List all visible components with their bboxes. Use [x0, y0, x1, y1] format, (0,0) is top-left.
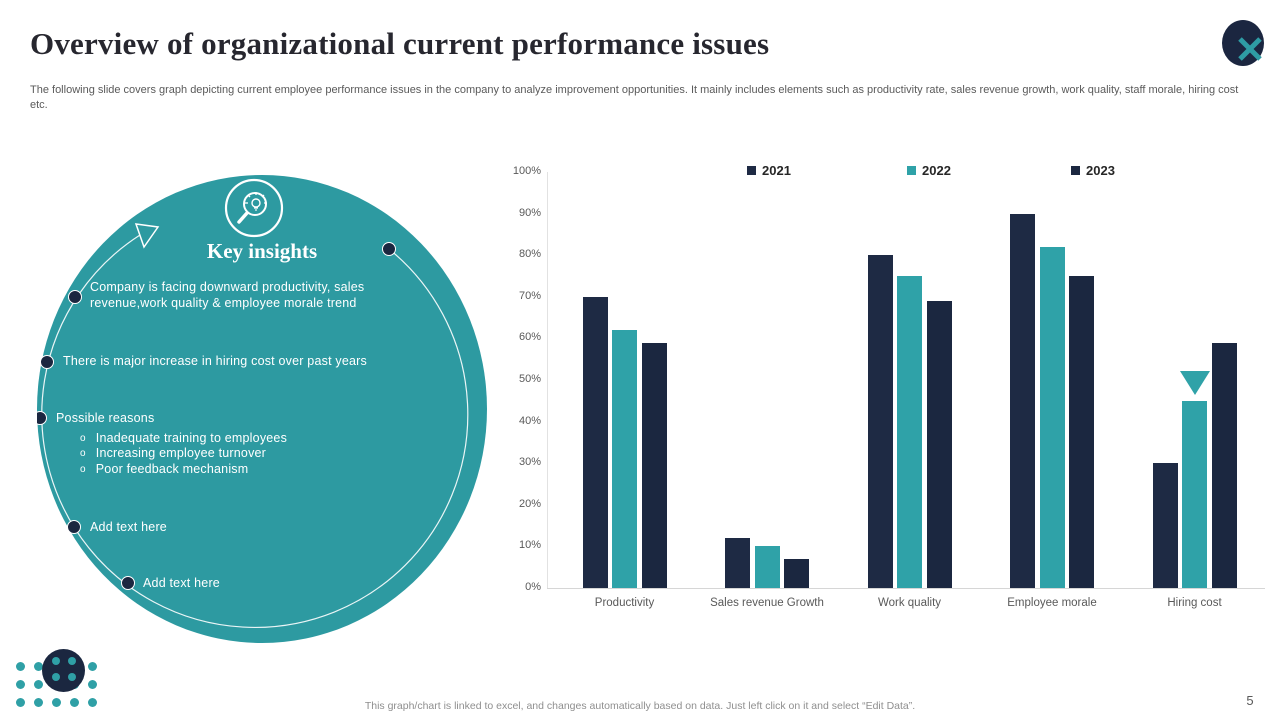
bar-2023-work-quality	[926, 300, 952, 588]
category-label: Employee morale	[1007, 597, 1097, 609]
legend-swatch-2023	[1071, 166, 1080, 175]
y-axis-tick: 80%	[518, 248, 541, 261]
insight-bullet: Company is facing downward productivity,…	[90, 280, 385, 311]
insight-bullet: There is major increase in hiring cost o…	[63, 354, 403, 370]
y-axis-tick: 0%	[525, 581, 541, 593]
deco-dot	[16, 698, 25, 707]
category-label: Sales revenue Growth	[710, 597, 824, 609]
corner-dots-decoration	[16, 649, 116, 712]
dot-circle	[42, 649, 85, 692]
close-icon[interactable]	[1237, 36, 1263, 62]
insight-sub-list: o Inadequate training to employees o Increa…	[80, 431, 386, 478]
bar-2022-work-quality	[897, 276, 922, 588]
bar-2023-hiring-cost	[1211, 342, 1237, 588]
deco-dot	[52, 698, 61, 707]
insight-bullet-text: Add text here	[90, 520, 167, 534]
bullet-dot-icon	[40, 355, 54, 369]
sub-bullet-marker: o	[80, 432, 86, 444]
sub-bullet-marker: o	[80, 463, 86, 475]
category-label: Hiring cost	[1167, 597, 1222, 609]
footer-note: This graph/chart is linked to excel, and…	[364, 700, 916, 712]
insights-arc-layer	[37, 223, 469, 628]
legend-item-2023: 2023	[1071, 163, 1115, 178]
bar-2021-employee-morale	[1010, 213, 1035, 588]
legend-label-2021: 2021	[762, 163, 791, 178]
y-axis-tick: 30%	[518, 456, 541, 469]
y-axis-tick: 40%	[518, 414, 541, 427]
bar-2022-sales-revenue-growth	[754, 546, 780, 588]
insight-bullet-text: Possible reasons	[56, 411, 155, 425]
page-title: Overview of organizational current perfo…	[30, 26, 770, 61]
legend-item-2022: 2022	[907, 163, 951, 178]
bullet-dot-icon	[121, 576, 135, 590]
y-axis-tick: 20%	[518, 497, 541, 510]
insight-sub-text: Increasing employee turnover	[95, 446, 267, 460]
deco-dot	[16, 680, 25, 689]
bar-2022-employee-morale	[1039, 246, 1065, 588]
decline-triangle-icon	[1179, 370, 1210, 395]
bar-2022-productivity	[612, 330, 637, 588]
bar-2022-hiring-cost	[1182, 400, 1207, 588]
magnifier-lightbulb-icon	[224, 178, 284, 238]
sub-bullet-marker: o	[80, 448, 86, 459]
legend-label-2023: 2023	[1086, 163, 1115, 178]
performance-bar-chart[interactable]: 0% 10% 20% 30% 40% 50% 60% 70% 80% 90% 100% Produc…	[505, 160, 1280, 625]
insight-bullet[interactable]: Add text here	[90, 520, 290, 536]
insight-sub-item: o Increasing employee turnover	[80, 446, 386, 462]
slide-subtitle: The following slide covers graph depicti…	[30, 84, 1239, 111]
insight-sub-text: Inadequate training to employees	[95, 430, 288, 445]
bullet-dot-icon	[67, 520, 81, 534]
arc-line	[41, 234, 469, 628]
insight-bullet: Possible reasons o Inadequate training to …	[56, 411, 386, 477]
y-axis-tick: 70%	[518, 289, 541, 302]
y-axis-tick: 10%	[518, 539, 541, 552]
bar-2021-hiring-cost	[1152, 463, 1178, 588]
bullet-dot-icon	[382, 242, 396, 256]
bullet-dot-icon	[68, 290, 82, 304]
arc-dots	[37, 242, 396, 590]
bar-2021-sales-revenue-growth	[725, 538, 750, 588]
legend-swatch-2021	[747, 166, 756, 175]
category-label: Work quality	[877, 597, 942, 609]
deco-dot	[70, 698, 79, 707]
y-axis-tick: 60%	[518, 331, 541, 344]
legend-label-2022: 2022	[922, 163, 951, 178]
bar-2023-productivity	[641, 342, 667, 588]
bar-2021-productivity	[582, 296, 608, 588]
y-axis-tick: 90%	[518, 206, 541, 219]
key-insights-circle: Key insights Company is facing downward …	[37, 175, 487, 643]
insight-bullet-text: Add text here	[143, 576, 220, 590]
category-label: Productivity	[594, 597, 655, 609]
arc-arrowhead-icon	[134, 223, 160, 249]
deco-dot	[88, 698, 97, 707]
y-axis-tick: 50%	[518, 373, 541, 385]
insight-sub-item: o Poor feedback mechanism	[80, 462, 386, 478]
bar-2023-employee-morale	[1069, 276, 1094, 588]
y-axis-tick: 100%	[512, 165, 541, 177]
insight-bullet-text: Company is facing downward productivity,…	[90, 280, 365, 310]
key-insights-heading: Key insights	[206, 239, 318, 263]
insight-sub-text: Poor feedback mechanism	[95, 461, 249, 476]
deco-dot	[34, 680, 43, 689]
insight-bullet[interactable]: Add text here	[143, 576, 343, 592]
page-number: 5	[1246, 693, 1254, 708]
bar-2023-sales-revenue-growth	[784, 558, 809, 588]
y-axis-line	[547, 172, 548, 588]
deco-dot	[16, 662, 25, 671]
insight-bullet-text: There is major increase in hiring cost o…	[63, 354, 367, 368]
deco-dot	[34, 698, 43, 707]
deco-dot	[88, 662, 97, 671]
legend-item-2021: 2021	[747, 163, 791, 178]
bar-2021-work-quality	[867, 255, 893, 588]
deco-dot	[34, 662, 43, 671]
x-axis-line	[547, 588, 1265, 589]
legend-swatch-2022	[907, 166, 916, 175]
insight-sub-item: o Inadequate training to employees	[80, 431, 386, 447]
bullet-dot-icon	[37, 411, 47, 425]
deco-dot	[88, 680, 97, 689]
